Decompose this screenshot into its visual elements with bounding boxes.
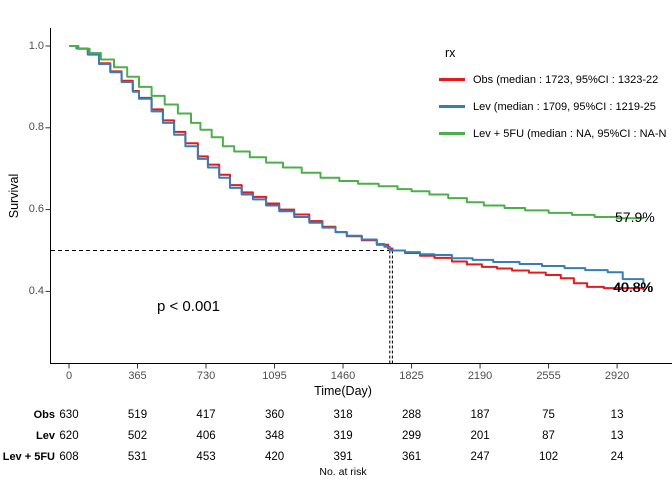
risk-count: 417: [196, 409, 216, 421]
legend-title: rx: [445, 46, 456, 60]
x-tick-label: 2190: [467, 370, 493, 382]
y-tick-label: 0.6: [28, 203, 44, 216]
risk-row-label: Lev + 5FU: [2, 451, 55, 463]
risk-count: 201: [470, 430, 490, 442]
risk-count: 391: [333, 451, 353, 463]
end-label-obs: 40.8%: [613, 279, 653, 295]
survival-curve-lev-5fu: [69, 45, 645, 220]
risk-count: 608: [59, 451, 79, 463]
risk-count: 453: [196, 451, 216, 463]
x-tick-label: 730: [196, 370, 216, 382]
x-tick-label: 1825: [399, 370, 424, 382]
x-tick-label: 1460: [330, 370, 356, 382]
risk-count: 247: [470, 451, 490, 463]
risk-count: 361: [401, 451, 422, 463]
risk-count: 620: [59, 430, 79, 442]
risk-row-label: Obs: [33, 409, 55, 421]
p-value-annotation: p < 0.001: [157, 298, 220, 315]
risk-count: 406: [196, 430, 216, 442]
legend-key-line-icon: [439, 78, 465, 81]
risk-count: 87: [542, 430, 555, 442]
risk-count: 420: [264, 451, 285, 463]
risk-count: 299: [401, 430, 422, 442]
y-axis-title: Survival: [7, 173, 21, 219]
risk-count: 519: [127, 409, 148, 421]
legend-item-label: Obs (median : 1723, 95%CI : 1323-22: [473, 73, 659, 86]
risk-count: 318: [333, 409, 353, 421]
risk-count: 630: [59, 409, 79, 421]
legend-rows: Obs (median : 1723, 95%CI : 1323-22 Lev (…: [439, 66, 672, 147]
legend-key-line-icon: [439, 132, 465, 135]
x-axis-title: Time(Day): [314, 384, 372, 398]
risk-count: 24: [610, 451, 624, 463]
risk-count: 502: [127, 430, 148, 442]
x-tick-label: 1095: [262, 370, 287, 382]
legend: rx Obs (median : 1723, 95%CI : 1323-22 Le…: [439, 46, 672, 147]
y-tick-label: 0.4: [28, 284, 44, 297]
risk-count: 288: [401, 409, 422, 421]
legend-item-lev: Lev (median : 1709, 95%CI : 1219-25: [439, 93, 672, 120]
end-label-lev5fu: 57.9%: [615, 209, 655, 225]
risk-count: 75: [542, 409, 555, 421]
legend-key-line-icon: [439, 105, 465, 108]
survival-curve-lev: [69, 45, 645, 285]
risk-count: 13: [610, 430, 624, 442]
risk-count: 531: [127, 451, 148, 463]
legend-item-label: Lev (median : 1709, 95%CI : 1219-25: [473, 100, 656, 113]
risk-count: 360: [264, 409, 285, 421]
legend-item-obs: Obs (median : 1723, 95%CI : 1323-22: [439, 66, 672, 93]
y-tick-label: 0.8: [28, 121, 44, 134]
risk-count: 102: [538, 451, 559, 463]
x-tick-label: 2920: [604, 370, 630, 382]
risk-row-label: Lev: [36, 430, 55, 442]
x-tick-label: 365: [128, 370, 147, 382]
risk-count: 187: [470, 409, 490, 421]
risk-count: 13: [610, 409, 624, 421]
risk-count: 319: [333, 430, 353, 442]
x-tick-label: 2555: [536, 370, 561, 382]
risk-count: 348: [264, 430, 285, 442]
legend-item-label: Lev + 5FU (median : NA, 95%CI : NA-N: [473, 127, 667, 140]
legend-item-lev-5fu: Lev + 5FU (median : NA, 95%CI : NA-N: [439, 120, 672, 147]
x-tick-label: 0: [65, 370, 73, 382]
risk-table-caption: No. at risk: [319, 466, 367, 478]
y-tick-label: 1.0: [28, 39, 44, 52]
